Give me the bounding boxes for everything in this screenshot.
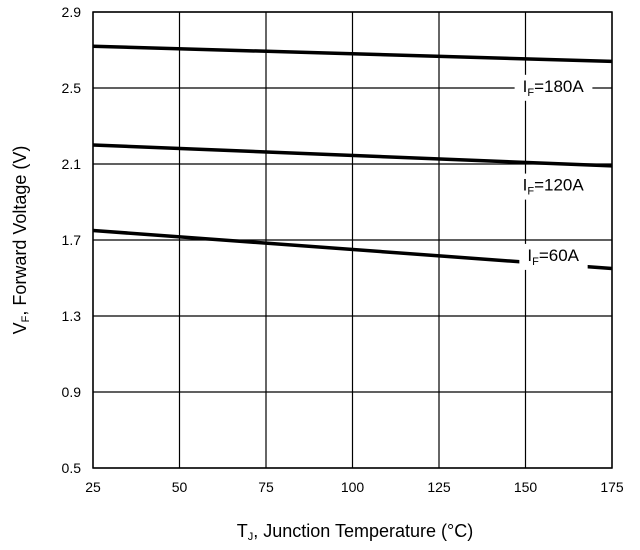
x-tick-label: 100 <box>341 479 365 495</box>
y-tick-label: 2.5 <box>62 80 82 96</box>
x-tick-labels: 25 50 75 100 125 150 175 <box>85 479 624 495</box>
plot-frame <box>92 11 613 469</box>
series-label-background <box>514 173 593 200</box>
y-axis-title: VF, Forward Voltage (V) <box>10 146 32 335</box>
y-tick-label: 1.7 <box>62 232 82 248</box>
y-tick-label: 2.1 <box>62 156 82 172</box>
x-tick-label: 125 <box>427 479 451 495</box>
y-tick-label: 0.9 <box>62 384 82 400</box>
series-label: IF=180A <box>523 77 585 99</box>
series-labels: IF=180A IF=120A IF=60A <box>514 74 593 270</box>
series-label-background <box>514 74 593 101</box>
x-tick-label: 75 <box>258 479 274 495</box>
series-label: IF=120A <box>523 176 585 198</box>
x-tick-label: 175 <box>600 479 624 495</box>
y-tick-labels: 0.5 0.9 1.3 1.7 2.1 2.5 2.9 <box>62 4 82 476</box>
y-tick-label: 1.3 <box>62 308 82 324</box>
y-tick-label: 0.5 <box>62 460 82 476</box>
series-line-1 <box>92 44 613 64</box>
y-tick-label: 2.9 <box>62 4 82 20</box>
x-axis-title: TJ, Junction Temperature (°C) <box>237 521 473 543</box>
series-line-2 <box>92 143 613 168</box>
x-tick-label: 25 <box>85 479 101 495</box>
x-tick-label: 50 <box>172 479 188 495</box>
series-label: IF=60A <box>527 246 579 268</box>
series-label-background <box>519 243 588 270</box>
x-tick-label: 150 <box>514 479 538 495</box>
